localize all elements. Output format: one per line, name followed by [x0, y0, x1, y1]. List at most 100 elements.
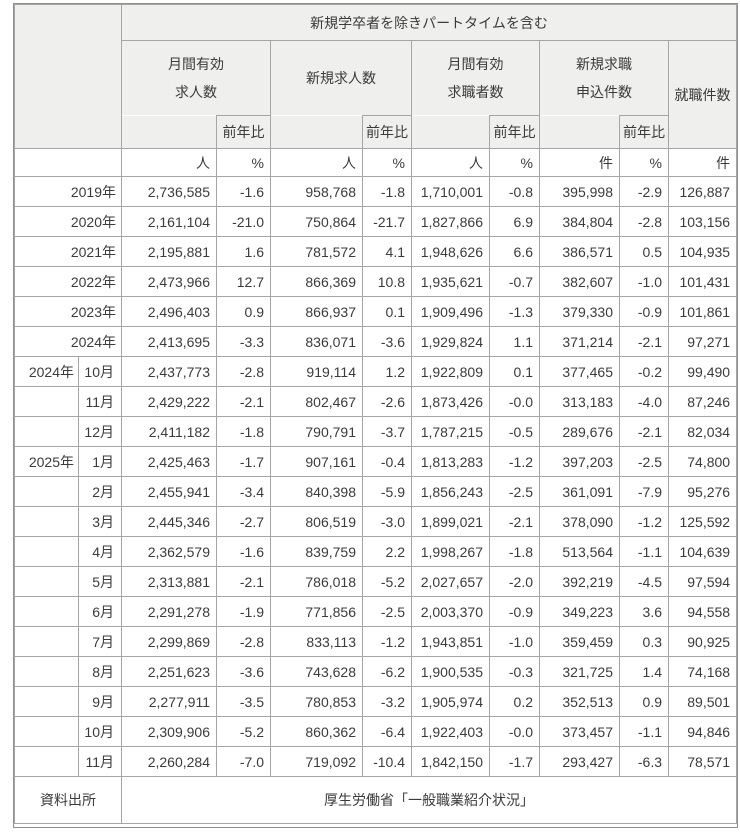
- value-cell: 2,291,278: [121, 596, 217, 627]
- value-cell: -3.3: [216, 326, 271, 357]
- value-cell: -1.6: [216, 536, 271, 567]
- value-cell: 781,572: [270, 236, 363, 267]
- value-cell: 3.6: [619, 596, 669, 627]
- value-cell: 2,260,284: [121, 746, 217, 777]
- value-cell: 2,445,346: [121, 506, 217, 537]
- row-label-month: 7月: [78, 626, 122, 657]
- value-cell: 866,369: [270, 266, 363, 297]
- unit-cell: %: [362, 148, 412, 177]
- value-cell: 97,271: [667, 326, 738, 357]
- value-cell: -1.7: [489, 746, 540, 777]
- row-label-year: 2024年: [14, 326, 122, 357]
- value-cell: 82,034: [667, 416, 738, 447]
- subheader-yoy-3: 前年比: [489, 115, 540, 149]
- value-cell: -5.2: [362, 566, 412, 597]
- subheader-yoy-2: 前年比: [362, 115, 412, 149]
- row-label-month: 10月: [78, 356, 122, 387]
- value-cell: 89,501: [667, 686, 738, 717]
- value-cell: 833,113: [270, 626, 363, 657]
- table-row: 6月 2,291,278 -1.9 771,856 -2.5 2,003,370…: [14, 596, 738, 627]
- value-cell: 2,309,906: [121, 716, 217, 747]
- value-cell: 1,922,403: [411, 716, 490, 747]
- row-label-month: 6月: [78, 596, 122, 627]
- value-cell: 373,457: [539, 716, 620, 747]
- value-cell: -3.5: [216, 686, 271, 717]
- row-label-month: 3月: [78, 506, 122, 537]
- value-cell: 384,804: [539, 206, 620, 237]
- value-cell: 1,905,974: [411, 686, 490, 717]
- value-cell: 790,791: [270, 416, 363, 447]
- row-label-year: [14, 686, 79, 717]
- table-row: 3月 2,445,346 -2.7 806,519 -3.0 1,899,021…: [14, 506, 738, 537]
- row-label-month: 5月: [78, 566, 122, 597]
- table-row: 7月 2,299,869 -2.8 833,113 -1.2 1,943,851…: [14, 626, 738, 657]
- value-cell: -0.8: [489, 176, 540, 207]
- subheader-spacer: [411, 115, 490, 149]
- value-cell: 719,092: [270, 746, 363, 777]
- value-cell: 101,861: [667, 296, 738, 327]
- value-cell: 397,203: [539, 446, 620, 477]
- value-cell: 78,571: [667, 746, 738, 777]
- value-cell: 4.1: [362, 236, 412, 267]
- value-cell: -6.3: [619, 746, 669, 777]
- value-cell: 2,161,104: [121, 206, 217, 237]
- value-cell: 382,607: [539, 266, 620, 297]
- row-label-year: [14, 746, 79, 777]
- value-cell: -2.1: [216, 566, 271, 597]
- value-cell: 786,018: [270, 566, 363, 597]
- value-cell: 1.6: [216, 236, 271, 267]
- value-cell: 94,846: [667, 716, 738, 747]
- value-cell: 94,558: [667, 596, 738, 627]
- value-cell: 2,362,579: [121, 536, 217, 567]
- value-cell: -0.3: [489, 656, 540, 687]
- value-cell: 2,313,881: [121, 566, 217, 597]
- value-cell: -1.8: [489, 536, 540, 567]
- table-row: 2025年 1月 2,425,463 -1.7 907,161 -0.4 1,8…: [14, 446, 738, 477]
- value-cell: -7.9: [619, 476, 669, 507]
- value-cell: -1.2: [619, 506, 669, 537]
- value-cell: -2.7: [216, 506, 271, 537]
- value-cell: -1.3: [489, 296, 540, 327]
- value-cell: -0.0: [489, 386, 540, 417]
- value-cell: 743,628: [270, 656, 363, 687]
- value-cell: 97,594: [667, 566, 738, 597]
- col-group-monthly-active-openings: 月間有効 求人数: [121, 40, 271, 116]
- row-label-year: [14, 656, 79, 687]
- value-cell: 1,998,267: [411, 536, 490, 567]
- value-cell: 359,459: [539, 626, 620, 657]
- value-cell: 0.1: [362, 296, 412, 327]
- value-cell: 1,935,621: [411, 266, 490, 297]
- value-cell: 0.9: [216, 296, 271, 327]
- unit-cell: 件: [667, 148, 738, 177]
- value-cell: 2,429,222: [121, 386, 217, 417]
- units-row: 人 % 人 % 人 % 件 % 件: [14, 148, 738, 177]
- value-cell: -3.0: [362, 506, 412, 537]
- value-cell: 2,003,370: [411, 596, 490, 627]
- unit-cell: %: [216, 148, 271, 177]
- value-cell: -0.5: [489, 416, 540, 447]
- row-label-year: [14, 626, 79, 657]
- row-label-month: 11月: [78, 746, 122, 777]
- value-cell: 103,156: [667, 206, 738, 237]
- value-cell: -1.7: [216, 446, 271, 477]
- value-cell: -0.4: [362, 446, 412, 477]
- value-cell: 321,725: [539, 656, 620, 687]
- value-cell: 0.2: [489, 686, 540, 717]
- value-cell: 126,887: [667, 176, 738, 207]
- value-cell: -2.1: [619, 326, 669, 357]
- row-label-month: 1月: [78, 446, 122, 477]
- value-cell: 1.4: [619, 656, 669, 687]
- table-row: 2021年 2,195,881 1.6 781,572 4.1 1,948,62…: [14, 236, 738, 267]
- value-cell: -1.1: [619, 716, 669, 747]
- value-cell: 2,473,966: [121, 266, 217, 297]
- value-cell: -2.8: [216, 356, 271, 387]
- row-label-year: [14, 506, 79, 537]
- header-row-groups: 月間有効 求人数 新規求人数 月間有効 求職者数 新規求職 申込件数 就職件数: [15, 40, 738, 149]
- row-label-year: [14, 566, 79, 597]
- value-cell: 74,168: [667, 656, 738, 687]
- value-cell: 293,427: [539, 746, 620, 777]
- value-cell: 1,787,215: [411, 416, 490, 447]
- value-cell: -4.5: [619, 566, 669, 597]
- value-cell: -3.6: [216, 656, 271, 687]
- row-label-month: 2月: [78, 476, 122, 507]
